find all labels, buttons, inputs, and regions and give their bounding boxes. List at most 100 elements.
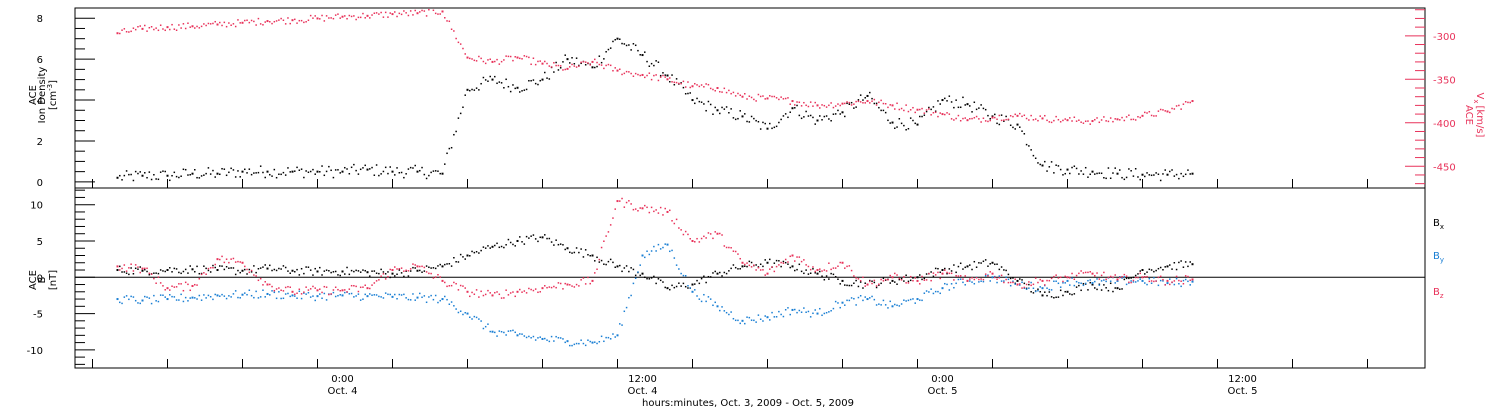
b-x-point [857,285,860,288]
b-x-point [1159,266,1162,269]
b-y-point [1009,284,1012,287]
b-z-point [869,280,871,283]
b-z-point [132,270,135,272]
velocity-vx-point [382,16,385,18]
b-z-point [1053,275,1055,278]
b-x-point [1114,287,1116,289]
b-x-point [128,273,130,276]
b-y-point [223,295,226,297]
velocity-vx-point [239,22,241,24]
b-z-point [298,288,301,291]
velocity-vx-point [200,25,203,28]
ion-density-point [1044,160,1046,163]
velocity-vx-point [221,24,223,27]
velocity-vx-point [398,12,401,15]
velocity-vx-point [428,8,430,11]
b-y-point [1003,280,1005,282]
b-x-point [739,268,741,270]
b-y-point [1064,282,1066,284]
b-y-point [662,246,664,249]
ion-density-point [591,66,594,69]
b-z-point [1153,280,1155,283]
velocity-vx-point [448,20,451,23]
velocity-vx-point [296,22,298,24]
b-z-point [519,288,521,291]
b-z-point [655,209,657,211]
b-z-point [591,279,594,282]
b-z-point [887,279,889,281]
b-x-point [473,251,476,254]
b-x-point [503,246,505,249]
ion-density-point [1089,173,1091,176]
b-z-point [587,276,589,279]
b-x-point [380,268,382,271]
legend-entry-sub: x [1440,223,1444,231]
ion-density-point [473,89,476,91]
velocity-vx-point [364,17,366,19]
legend-entry-name: B [1433,218,1440,229]
b-z-point [569,284,571,286]
velocity-vx-point [555,64,557,67]
b-x-point [446,263,448,265]
b-y-point [839,306,841,309]
b-y-point [909,298,912,301]
b-y-point [455,308,457,310]
ion-density-point [255,172,257,174]
b-z-point [416,265,419,268]
ion-density-point [450,146,453,149]
velocity-vx-point [859,101,862,103]
velocity-vx-point [903,109,905,112]
b-x-point [773,262,776,264]
ion-density-point [1069,172,1071,175]
b-x-point [850,284,853,287]
b-x-point [1064,290,1066,293]
b-z-point [166,287,169,290]
b-x-point [925,273,928,275]
b-z-point [230,258,232,260]
b-z-point [228,261,230,264]
b-y-point [537,337,539,339]
velocity-vx-point [850,104,853,106]
b-x-point [1066,290,1069,293]
ion-density-point [698,100,701,103]
ion-density-point [546,77,548,79]
ion-density-point [898,118,901,120]
ion-density-point [414,164,416,167]
b-z-point [625,201,628,204]
ion-density-point [755,119,757,122]
b-y-point [239,297,241,299]
velocity-vx-point [782,98,785,100]
ion-density-point [119,174,121,177]
b-z-point [439,276,441,278]
ion-density-point [621,42,623,45]
b-z-point [828,262,830,264]
b-x-point [703,275,705,278]
b-y-point [494,331,496,334]
b-z-point [669,209,671,212]
ion-density-point [234,176,237,178]
b-z-point [575,283,578,286]
ion-density-point [775,125,778,128]
b-y-point [759,318,762,321]
b-z-point [732,250,735,252]
velocity-vx-point [259,23,262,25]
b-z-point [500,297,503,299]
b-y-point [955,282,957,285]
b-z-point [1175,275,1178,278]
b-x-point [1039,290,1041,293]
b-y-point [871,295,873,298]
b-z-point [353,284,355,287]
b-y-point [869,297,871,299]
b-y-point [778,310,780,313]
ion-density-point [1139,178,1141,181]
b-z-point [707,232,710,234]
b-x-point [246,273,248,275]
b-y-point [139,302,141,305]
b-z-point [1139,272,1141,275]
velocity-vx-point [1105,120,1107,122]
b-y-point [1030,281,1032,284]
ion-density-point [503,87,505,89]
b-z-point [975,276,978,279]
ion-density-point [762,121,764,124]
b-y-point [171,295,173,298]
